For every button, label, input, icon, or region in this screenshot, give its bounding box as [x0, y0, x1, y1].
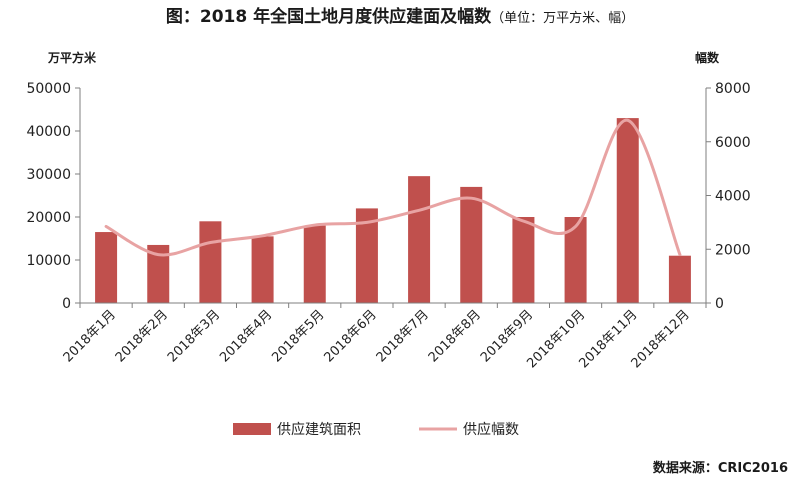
- left-axis: 0 10000 20000 30000 40000 50000: [26, 81, 81, 312]
- legend-bar-swatch: [233, 423, 271, 435]
- x-tick-label: 2018年6月: [322, 307, 380, 365]
- right-tick-label: 6000: [715, 135, 751, 151]
- left-tick-label: 50000: [26, 81, 71, 97]
- x-tick-label: 2018年1月: [61, 307, 119, 365]
- left-tick-label: 30000: [26, 167, 71, 183]
- chart-title-main: 图：2018 年全国土地月度供应建面及幅数: [166, 6, 492, 27]
- bar: [512, 217, 535, 303]
- bar: [460, 186, 483, 303]
- bar: [355, 208, 378, 303]
- bar: [251, 236, 274, 303]
- line-path: [104, 118, 682, 257]
- legend-line-label: 供应幅数: [463, 421, 519, 438]
- right-tick-label: 2000: [715, 242, 751, 258]
- x-tick-label: 2018年3月: [165, 307, 223, 365]
- x-tick-label: 2018年4月: [217, 307, 275, 365]
- bar: [616, 118, 639, 303]
- x-tick-label: 2018年2月: [113, 307, 171, 365]
- x-tick-label: 2018年7月: [374, 307, 432, 365]
- bar: [668, 255, 691, 303]
- right-tick-label: 0: [715, 296, 724, 312]
- right-tick-label: 8000: [715, 81, 751, 97]
- source-note: 数据来源：CRIC2016: [653, 460, 788, 476]
- right-axis-title: 幅数: [695, 50, 720, 65]
- bar: [564, 217, 587, 303]
- left-tick-label: 0: [62, 296, 71, 312]
- bar: [95, 232, 118, 303]
- left-tick-label: 10000: [26, 253, 71, 269]
- legend-bar-label: 供应建筑面积: [277, 421, 361, 438]
- legend: 供应建筑面积 供应幅数: [233, 421, 519, 438]
- x-tick-label: 2018年8月: [426, 307, 484, 365]
- chart-title: 图：2018 年全国土地月度供应建面及幅数（单位：万平方米、幅）: [166, 6, 634, 27]
- x-tick-label: 2018年5月: [269, 307, 327, 365]
- bar: [199, 221, 222, 303]
- bar: [147, 244, 170, 303]
- bar-series: [95, 118, 691, 303]
- bar: [303, 225, 326, 303]
- left-tick-label: 20000: [26, 210, 71, 226]
- bar: [408, 176, 431, 303]
- left-tick-label: 40000: [26, 124, 71, 140]
- left-axis-title: 万平方米: [47, 50, 97, 65]
- line-series: [104, 118, 682, 257]
- right-axis: 0 2000 4000 6000 8000: [705, 81, 751, 312]
- chart-title-unit: （单位：万平方米、幅）: [491, 10, 634, 26]
- right-tick-label: 4000: [715, 189, 751, 205]
- x-axis: 2018年1月2018年2月2018年3月2018年4月2018年5月2018年…: [61, 302, 707, 371]
